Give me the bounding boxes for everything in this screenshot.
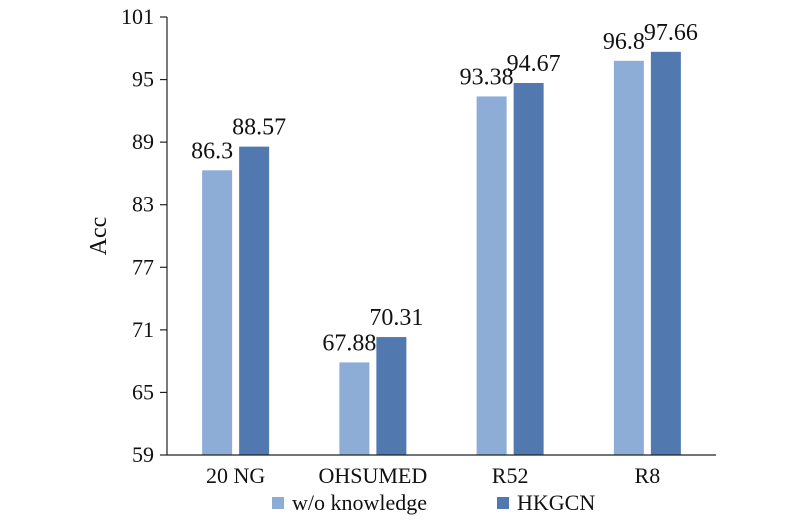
bar-wo-knowledge [476, 96, 507, 456]
legend-swatch [272, 497, 284, 509]
x-tick-label: OHSUMED [318, 463, 427, 488]
x-axis-ticks: 20 NG OHSUMED R52 R8 [206, 463, 660, 488]
data-label: 88.57 [232, 115, 286, 141]
x-tick-label: R52 [492, 463, 529, 488]
y-tick-label: 65 [132, 379, 154, 404]
y-axis-title: Acc [86, 217, 112, 256]
data-label: 97.66 [644, 20, 698, 46]
y-tick-label: 59 [132, 442, 154, 467]
bar-hkgcn [650, 51, 681, 456]
bar-hkgcn [376, 337, 407, 455]
x-tick-label: R8 [635, 463, 661, 488]
bar-wo-knowledge [613, 60, 644, 456]
data-label: 96.8 [603, 29, 645, 55]
data-label: 94.67 [507, 51, 561, 77]
data-label: 86.3 [191, 138, 233, 164]
data-label: 93.38 [460, 64, 514, 90]
bars [202, 51, 681, 456]
y-tick-label: 83 [132, 192, 154, 217]
data-label: 70.31 [369, 305, 423, 331]
bar-wo-knowledge [202, 170, 233, 456]
bar-hkgcn [239, 146, 270, 455]
bar-hkgcn [513, 83, 544, 456]
y-tick-label: 71 [132, 317, 154, 342]
y-axis-ticks: 59 65 71 77 83 89 95 101 [121, 4, 167, 467]
legend-label: w/o knowledge [292, 490, 427, 515]
legend-swatch [497, 497, 509, 509]
y-tick-label: 89 [132, 129, 154, 154]
bar-wo-knowledge [339, 362, 370, 455]
y-tick-label: 101 [121, 4, 154, 29]
data-label: 67.88 [322, 330, 376, 356]
y-tick-label: 77 [132, 254, 154, 279]
y-tick-label: 95 [132, 67, 154, 92]
legend: w/o knowledge HKGCN [272, 490, 595, 515]
legend-label: HKGCN [517, 490, 595, 515]
x-tick-label: 20 NG [206, 463, 265, 488]
